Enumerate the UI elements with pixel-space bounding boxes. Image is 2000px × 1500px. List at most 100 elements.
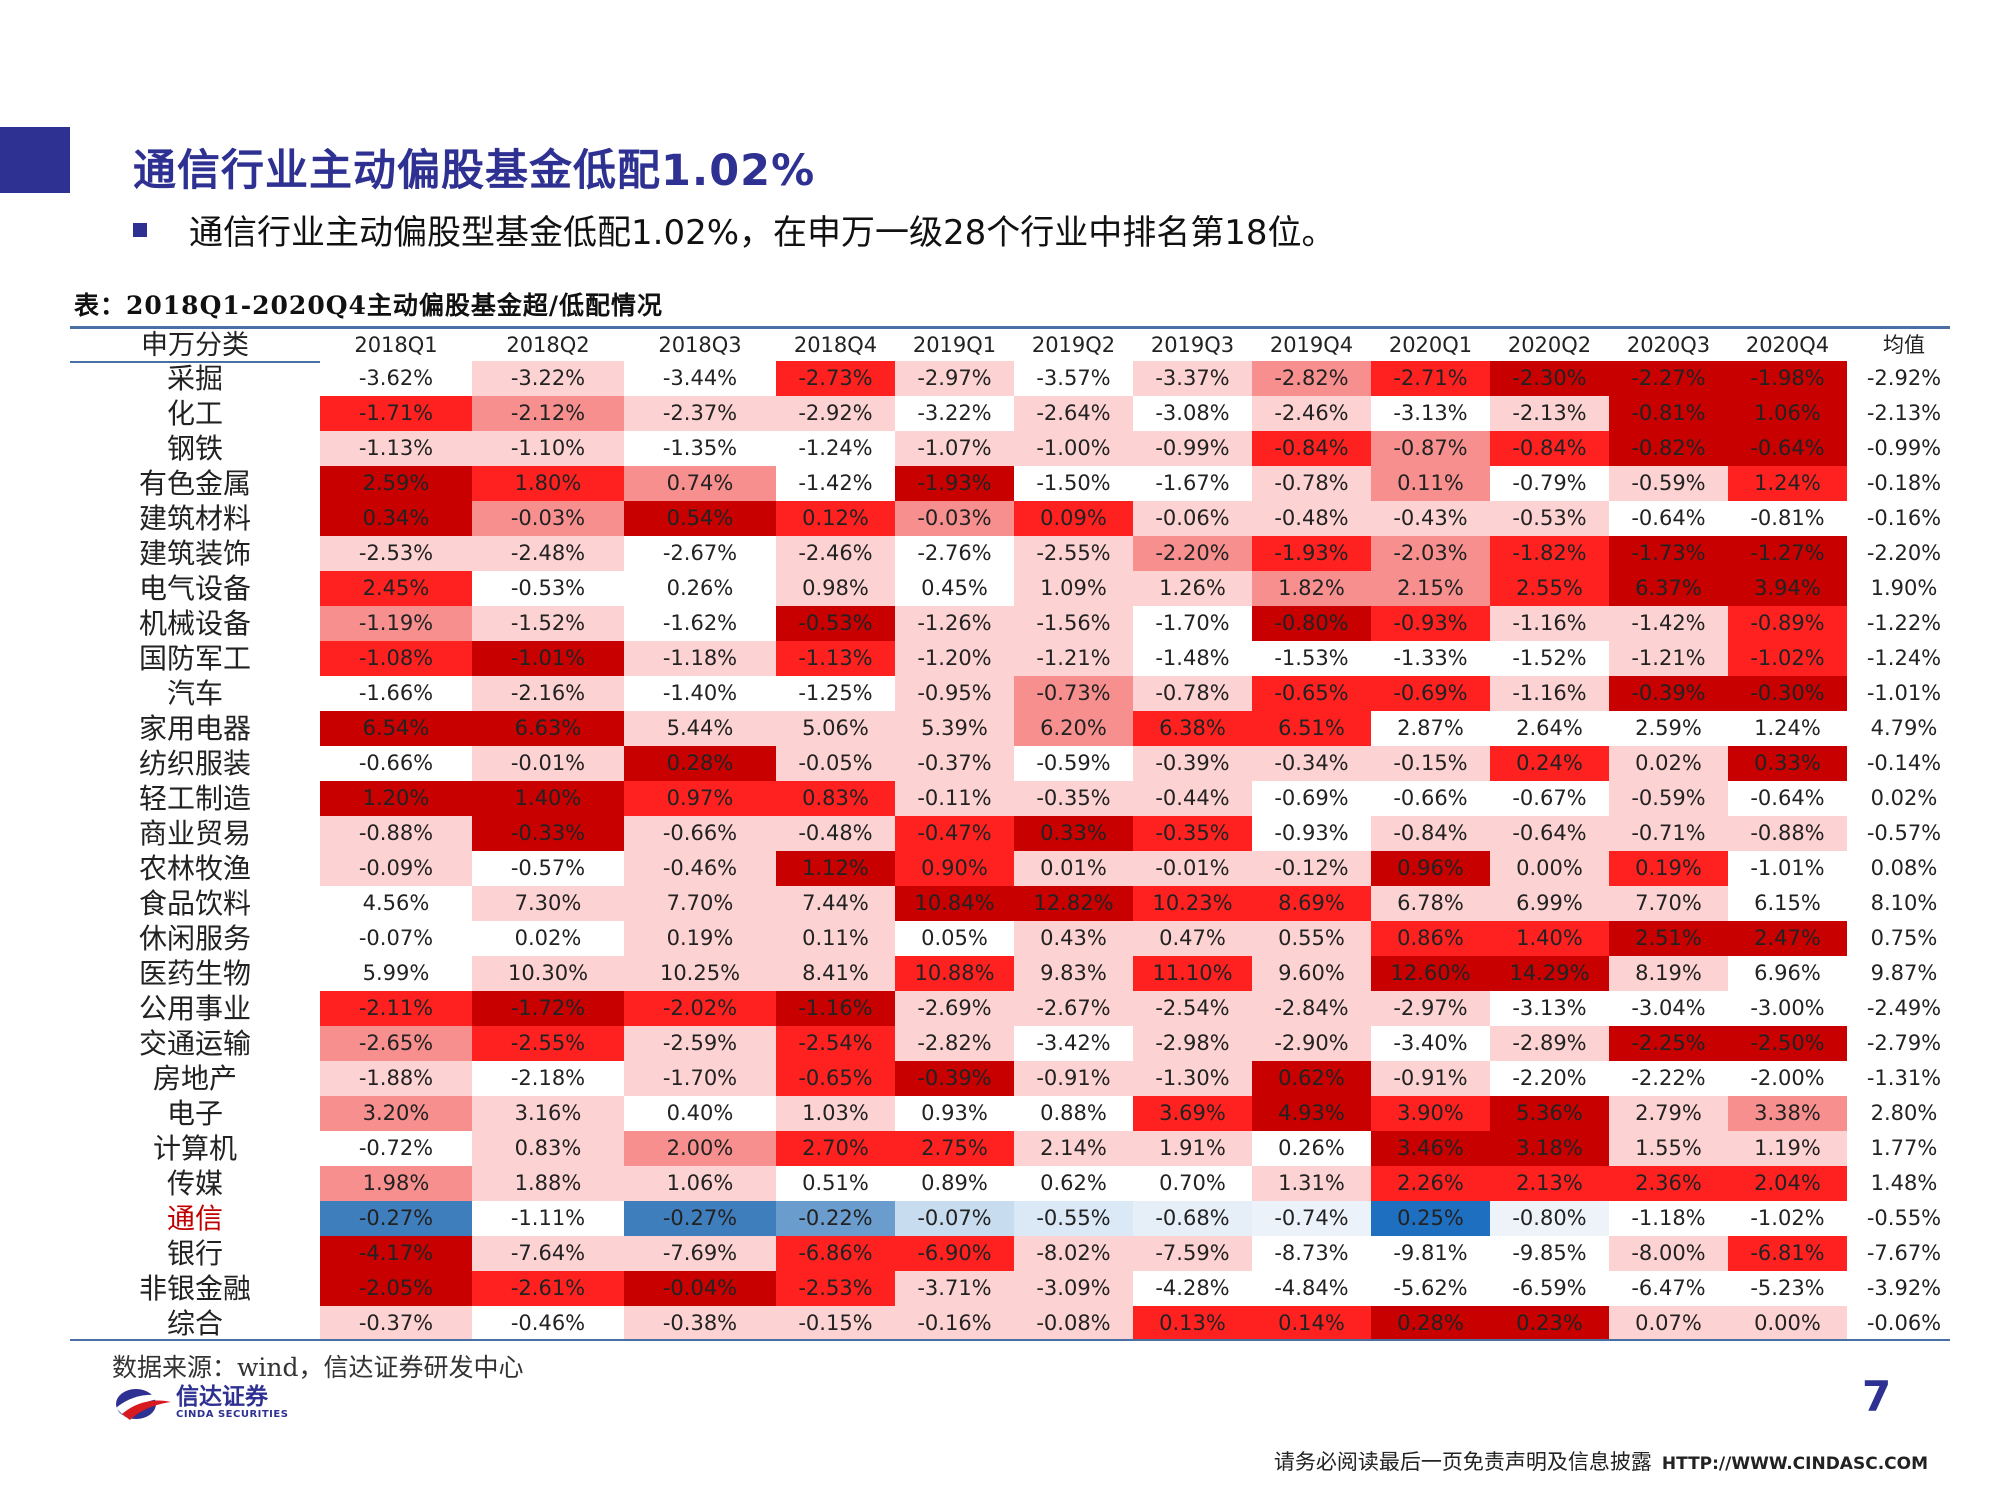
value-cell: -2.30% <box>1490 361 1609 396</box>
value-cell: -2.25% <box>1609 1026 1728 1061</box>
website-link[interactable]: HTTP://WWW.CINDASC.COM <box>1661 1454 1928 1474</box>
value-cell: -0.03% <box>472 501 624 536</box>
industry-name: 公用事业 <box>138 992 251 1025</box>
value-cell: 1.12% <box>776 851 895 886</box>
bullet-square-icon <box>133 222 147 237</box>
swoosh-logo-icon <box>114 1384 172 1422</box>
value-cell: 0.55% <box>1252 921 1371 956</box>
table-row: 通信 -0.27% -1.11% -0.27% -0.22% -0.07% -0.55% -0… <box>70 1201 1961 1236</box>
value-cell: -0.38% <box>624 1306 776 1341</box>
data-source-note: 数据来源：wind，信达证券研发中心 <box>112 1353 524 1382</box>
table-header-row: 申万分类 2018Q1 2018Q2 2018Q3 2018Q4 2019Q1 2019Q2… <box>70 330 1961 361</box>
value-cell: 0.11% <box>1371 466 1490 501</box>
industry-name: 纺织服装 <box>138 747 251 780</box>
value-cell: -0.34% <box>1252 746 1371 781</box>
value-cell: -0.65% <box>776 1061 895 1096</box>
mean-cell: 1.90% <box>1847 571 1961 606</box>
value-cell: 4.56% <box>320 886 472 921</box>
value-cell: 1.03% <box>776 1096 895 1131</box>
value-cell: 6.51% <box>1252 711 1371 746</box>
table-row: 银行 -4.17% -7.64% -7.69% -6.86% -6.90% -8.02% -7… <box>70 1236 1961 1271</box>
logo-en-text: CINDA SECURITIES <box>176 1409 289 1420</box>
value-cell: -2.50% <box>1728 1026 1847 1061</box>
value-cell: -1.13% <box>320 431 472 466</box>
value-cell: 2.87% <box>1371 711 1490 746</box>
mean-cell: 2.80% <box>1847 1096 1961 1131</box>
value-cell: -7.64% <box>472 1236 624 1271</box>
value-cell: -2.53% <box>320 536 472 571</box>
value-cell: -6.81% <box>1728 1236 1847 1271</box>
value-cell: -2.03% <box>1371 536 1490 571</box>
value-cell: -0.84% <box>1371 816 1490 851</box>
page-number: 7 <box>1862 1372 1892 1421</box>
value-cell: 2.47% <box>1728 921 1847 956</box>
value-cell: 5.44% <box>624 711 776 746</box>
value-cell: 11.10% <box>1133 956 1252 991</box>
value-cell: -1.35% <box>624 431 776 466</box>
value-cell: -1.16% <box>1490 676 1609 711</box>
value-cell: -2.67% <box>624 536 776 571</box>
value-cell: -1.01% <box>472 641 624 676</box>
value-cell: -0.27% <box>624 1201 776 1236</box>
value-cell: 6.99% <box>1490 886 1609 921</box>
table-row: 农林牧渔 -0.09% -0.57% -0.46% 1.12% 0.90% 0.01% -0.… <box>70 851 1961 886</box>
value-cell: 0.23% <box>1490 1306 1609 1341</box>
mean-cell: 8.10% <box>1847 886 1961 921</box>
value-cell: -4.28% <box>1133 1271 1252 1306</box>
mean-cell: -2.92% <box>1847 361 1961 396</box>
mean-cell: 0.75% <box>1847 921 1961 956</box>
value-cell: -8.02% <box>1014 1236 1133 1271</box>
value-cell: -3.22% <box>472 361 624 396</box>
value-cell: 0.26% <box>1252 1131 1371 1166</box>
value-cell: -0.82% <box>1609 431 1728 466</box>
value-cell: -0.87% <box>1371 431 1490 466</box>
value-cell: -2.37% <box>624 396 776 431</box>
value-cell: -0.66% <box>1371 781 1490 816</box>
value-cell: -2.22% <box>1609 1061 1728 1096</box>
value-cell: 1.20% <box>320 781 472 816</box>
value-cell: -2.67% <box>1014 991 1133 1026</box>
header-quarter: 2020Q1 <box>1388 333 1473 357</box>
table-row: 钢铁 -1.13% -1.10% -1.35% -1.24% -1.07% -1.00% -0… <box>70 431 1961 466</box>
value-cell: 2.75% <box>895 1131 1014 1166</box>
industry-name: 商业贸易 <box>138 817 251 850</box>
value-cell: 0.40% <box>624 1096 776 1131</box>
value-cell: 0.96% <box>1371 851 1490 886</box>
value-cell: -0.74% <box>1252 1201 1371 1236</box>
value-cell: 0.70% <box>1133 1166 1252 1201</box>
value-cell: -1.00% <box>1014 431 1133 466</box>
value-cell: -5.62% <box>1371 1271 1490 1306</box>
table-row: 纺织服装 -0.66% -0.01% 0.28% -0.05% -0.37% -0.59% -… <box>70 746 1961 781</box>
value-cell: -0.78% <box>1252 466 1371 501</box>
value-cell: 7.30% <box>472 886 624 921</box>
value-cell: -0.04% <box>624 1271 776 1306</box>
table-row: 公用事业 -2.11% -1.72% -2.02% -1.16% -2.69% -2.67%… <box>70 991 1961 1026</box>
value-cell: -0.80% <box>1490 1201 1609 1236</box>
value-cell: 0.93% <box>895 1096 1014 1131</box>
value-cell: -0.43% <box>1371 501 1490 536</box>
value-cell: 3.69% <box>1133 1096 1252 1131</box>
value-cell: 1.31% <box>1252 1166 1371 1201</box>
value-cell: -0.91% <box>1014 1061 1133 1096</box>
value-cell: -0.88% <box>1728 816 1847 851</box>
mean-cell: 0.08% <box>1847 851 1961 886</box>
value-cell: -0.69% <box>1252 781 1371 816</box>
mean-cell: 1.77% <box>1847 1131 1961 1166</box>
value-cell: 6.15% <box>1728 886 1847 921</box>
value-cell: 0.83% <box>472 1131 624 1166</box>
value-cell: -1.27% <box>1728 536 1847 571</box>
value-cell: -0.53% <box>776 606 895 641</box>
value-cell: -1.52% <box>1490 641 1609 676</box>
header-quarter: 2019Q3 <box>1150 333 1235 357</box>
corner-accent-block <box>0 127 70 193</box>
value-cell: 12.60% <box>1371 956 1490 991</box>
footer-disclaimer: 请务必阅读最后一页免责声明及信息披露 HTTP://WWW.CINDASC.COM <box>1274 1446 1928 1476</box>
industry-name: 计算机 <box>152 1132 237 1165</box>
value-cell: 0.45% <box>895 571 1014 606</box>
value-cell: -0.05% <box>776 746 895 781</box>
value-cell: -6.59% <box>1490 1271 1609 1306</box>
value-cell: 3.94% <box>1728 571 1847 606</box>
value-cell: -1.93% <box>895 466 1014 501</box>
value-cell: -0.88% <box>320 816 472 851</box>
value-cell: -1.73% <box>1609 536 1728 571</box>
